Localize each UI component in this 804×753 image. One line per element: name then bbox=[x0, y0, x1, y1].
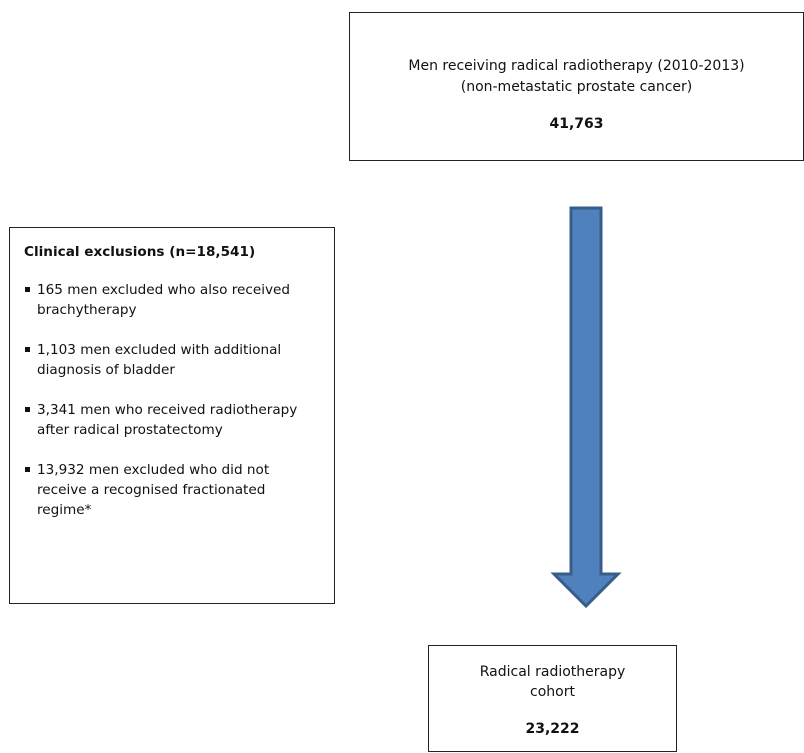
square-bullet-icon bbox=[25, 407, 30, 412]
source-population-box: Men receiving radical radiotherapy (2010… bbox=[349, 12, 804, 161]
source-population-subtitle: (non-metastatic prostate cancer) bbox=[460, 79, 693, 95]
final-cohort-box: Radical radiotherapy cohort 23,222 bbox=[428, 645, 677, 752]
exclusion-item: 13,932 men excluded who did not receive … bbox=[24, 460, 322, 520]
flow-arrow-shape bbox=[550, 206, 622, 609]
clinical-exclusions-box: Clinical exclusions (n=18,541) 165 men e… bbox=[9, 227, 335, 604]
final-cohort-count: 23,222 bbox=[525, 721, 580, 737]
exclusion-item-text: 1,103 men excluded with additional diagn… bbox=[37, 342, 282, 378]
square-bullet-icon bbox=[25, 287, 30, 292]
final-cohort-label-line2: cohort bbox=[530, 684, 575, 700]
final-cohort-label: Radical radiotherapy bbox=[479, 664, 626, 680]
square-bullet-icon bbox=[25, 467, 30, 472]
source-population-count: 41,763 bbox=[549, 116, 604, 132]
exclusions-heading: Clinical exclusions (n=18,541) bbox=[24, 244, 256, 260]
exclusion-item: 3,341 men who received radiotherapy afte… bbox=[24, 400, 322, 440]
exclusion-item: 1,103 men excluded with additional diagn… bbox=[24, 340, 322, 380]
exclusion-item-text: 165 men excluded who also received brach… bbox=[37, 282, 291, 318]
exclusion-item-text: 3,341 men who received radiotherapy afte… bbox=[37, 402, 298, 438]
exclusion-item-text: 13,932 men excluded who did not receive … bbox=[37, 462, 270, 518]
source-population-description: Men receiving radical radiotherapy (2010… bbox=[408, 58, 745, 74]
exclusion-item: 165 men excluded who also received brach… bbox=[24, 280, 322, 320]
square-bullet-icon bbox=[25, 347, 30, 352]
exclusions-list: 165 men excluded who also received brach… bbox=[24, 280, 322, 520]
